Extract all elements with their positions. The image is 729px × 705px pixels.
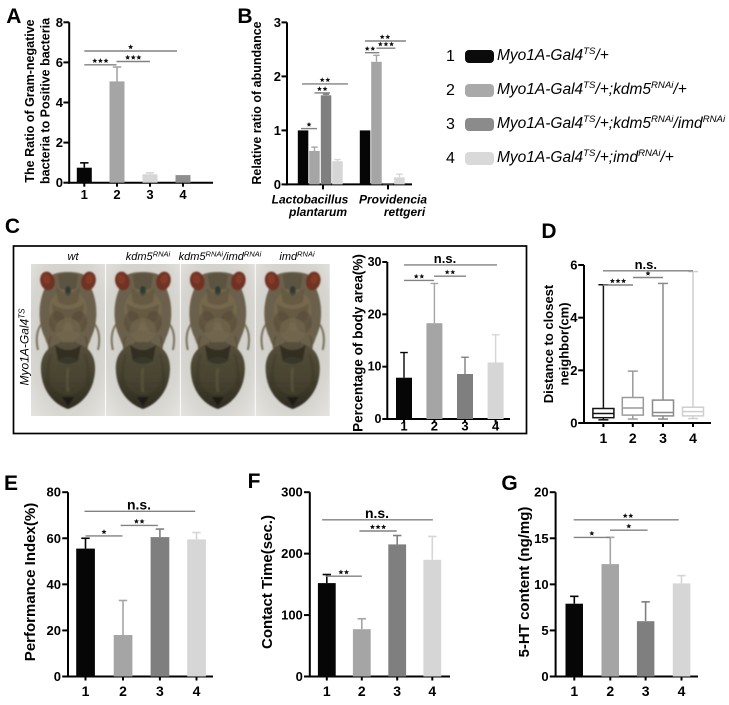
svg-text:2: 2 [56, 135, 63, 150]
svg-text:plantarum: plantarum [288, 205, 347, 219]
svg-text:n.s.: n.s. [434, 251, 456, 266]
svg-text:kdm5RNAi/imdRNAi: kdm5RNAi/imdRNAi [179, 250, 262, 264]
svg-text:A: A [6, 5, 21, 28]
svg-text:3: 3 [274, 15, 281, 30]
svg-text:4: 4 [193, 683, 201, 699]
svg-text:30: 30 [368, 255, 382, 269]
svg-text:0: 0 [296, 669, 303, 684]
svg-text:4: 4 [428, 683, 436, 699]
svg-text:20: 20 [368, 307, 382, 321]
svg-text:3: 3 [461, 419, 468, 434]
svg-text:0: 0 [375, 412, 382, 426]
svg-text:neighbor(cm): neighbor(cm) [557, 302, 572, 385]
svg-text:The Ratio of Gram-negative: The Ratio of Gram-negative [23, 19, 37, 182]
svg-text:F: F [248, 470, 261, 493]
svg-text:200: 200 [281, 546, 303, 561]
svg-text:6: 6 [570, 258, 577, 273]
svg-text:B: B [237, 5, 252, 28]
svg-text:D: D [541, 220, 556, 243]
svg-text:2: 2 [431, 419, 438, 434]
svg-text:1: 1 [82, 683, 90, 699]
svg-text:20: 20 [534, 485, 548, 500]
svg-text:0: 0 [54, 669, 61, 684]
svg-text:2: 2 [119, 683, 127, 699]
svg-text:Distance to closest: Distance to closest [541, 284, 556, 403]
svg-text:Performance Index(%): Performance Index(%) [22, 503, 39, 661]
svg-text:kdm5RNAi: kdm5RNAi [126, 250, 171, 264]
svg-text:0: 0 [541, 669, 548, 684]
svg-text:2: 2 [358, 683, 366, 699]
svg-text:2: 2 [570, 363, 577, 378]
svg-text:3: 3 [393, 683, 401, 699]
svg-text:C: C [5, 215, 20, 238]
svg-text:n.s.: n.s. [365, 505, 389, 521]
svg-text:1: 1 [400, 419, 407, 434]
svg-text:0: 0 [570, 416, 577, 431]
svg-text:imdRNAi: imdRNAi [279, 250, 315, 264]
svg-text:wt: wt [68, 251, 80, 263]
svg-text:1: 1 [600, 430, 608, 446]
svg-text:4: 4 [179, 187, 187, 202]
svg-text:Percentage of body area(%): Percentage of body area(%) [351, 254, 366, 432]
svg-text:n.s.: n.s. [127, 496, 151, 512]
svg-text:4: 4 [492, 419, 500, 434]
svg-text:4: 4 [56, 95, 64, 110]
svg-text:2: 2 [606, 683, 614, 699]
svg-text:Contact Time(sec.): Contact Time(sec.) [259, 515, 276, 649]
svg-text:4: 4 [570, 310, 578, 325]
svg-text:60: 60 [47, 531, 61, 546]
svg-text:Providencia: Providencia [359, 193, 427, 207]
svg-text:5-HT content (ng/mg): 5-HT content (ng/mg) [516, 507, 533, 658]
svg-text:40: 40 [47, 577, 61, 592]
svg-text:8: 8 [56, 15, 63, 30]
svg-text:4: 4 [689, 430, 697, 446]
svg-text:1: 1 [323, 683, 331, 699]
svg-text:2: 2 [274, 69, 281, 84]
svg-text:3: 3 [642, 683, 650, 699]
svg-text:1: 1 [274, 123, 281, 138]
svg-text:Myo1A-Gal4TS: Myo1A-Gal4TS [18, 308, 32, 386]
svg-text:4: 4 [678, 683, 686, 699]
svg-text:10: 10 [368, 360, 382, 374]
svg-text:G: G [501, 472, 517, 495]
svg-text:Lactobacillus: Lactobacillus [272, 193, 349, 207]
svg-text:5: 5 [541, 623, 548, 638]
svg-text:3: 3 [146, 187, 153, 202]
svg-text:300: 300 [281, 485, 303, 500]
svg-text:15: 15 [534, 531, 548, 546]
svg-text:3: 3 [659, 430, 667, 446]
svg-text:n.s.: n.s. [635, 257, 657, 272]
svg-text:Relative ratio of abundance: Relative ratio of abundance [250, 21, 264, 184]
svg-text:100: 100 [281, 608, 303, 623]
svg-text:10: 10 [534, 577, 548, 592]
svg-text:bacteria to Positive bacteria: bacteria to Positive bacteria [39, 17, 53, 184]
svg-text:2: 2 [629, 430, 637, 446]
svg-text:0: 0 [274, 177, 281, 192]
svg-text:rettgeri: rettgeri [384, 205, 426, 219]
svg-text:2: 2 [113, 187, 120, 202]
svg-text:3: 3 [156, 683, 164, 699]
svg-text:1: 1 [81, 187, 88, 202]
svg-text:E: E [4, 472, 18, 495]
svg-text:0: 0 [56, 175, 63, 190]
svg-text:20: 20 [47, 623, 61, 638]
svg-text:6: 6 [56, 55, 63, 70]
svg-text:1: 1 [570, 683, 578, 699]
svg-text:80: 80 [47, 485, 61, 500]
